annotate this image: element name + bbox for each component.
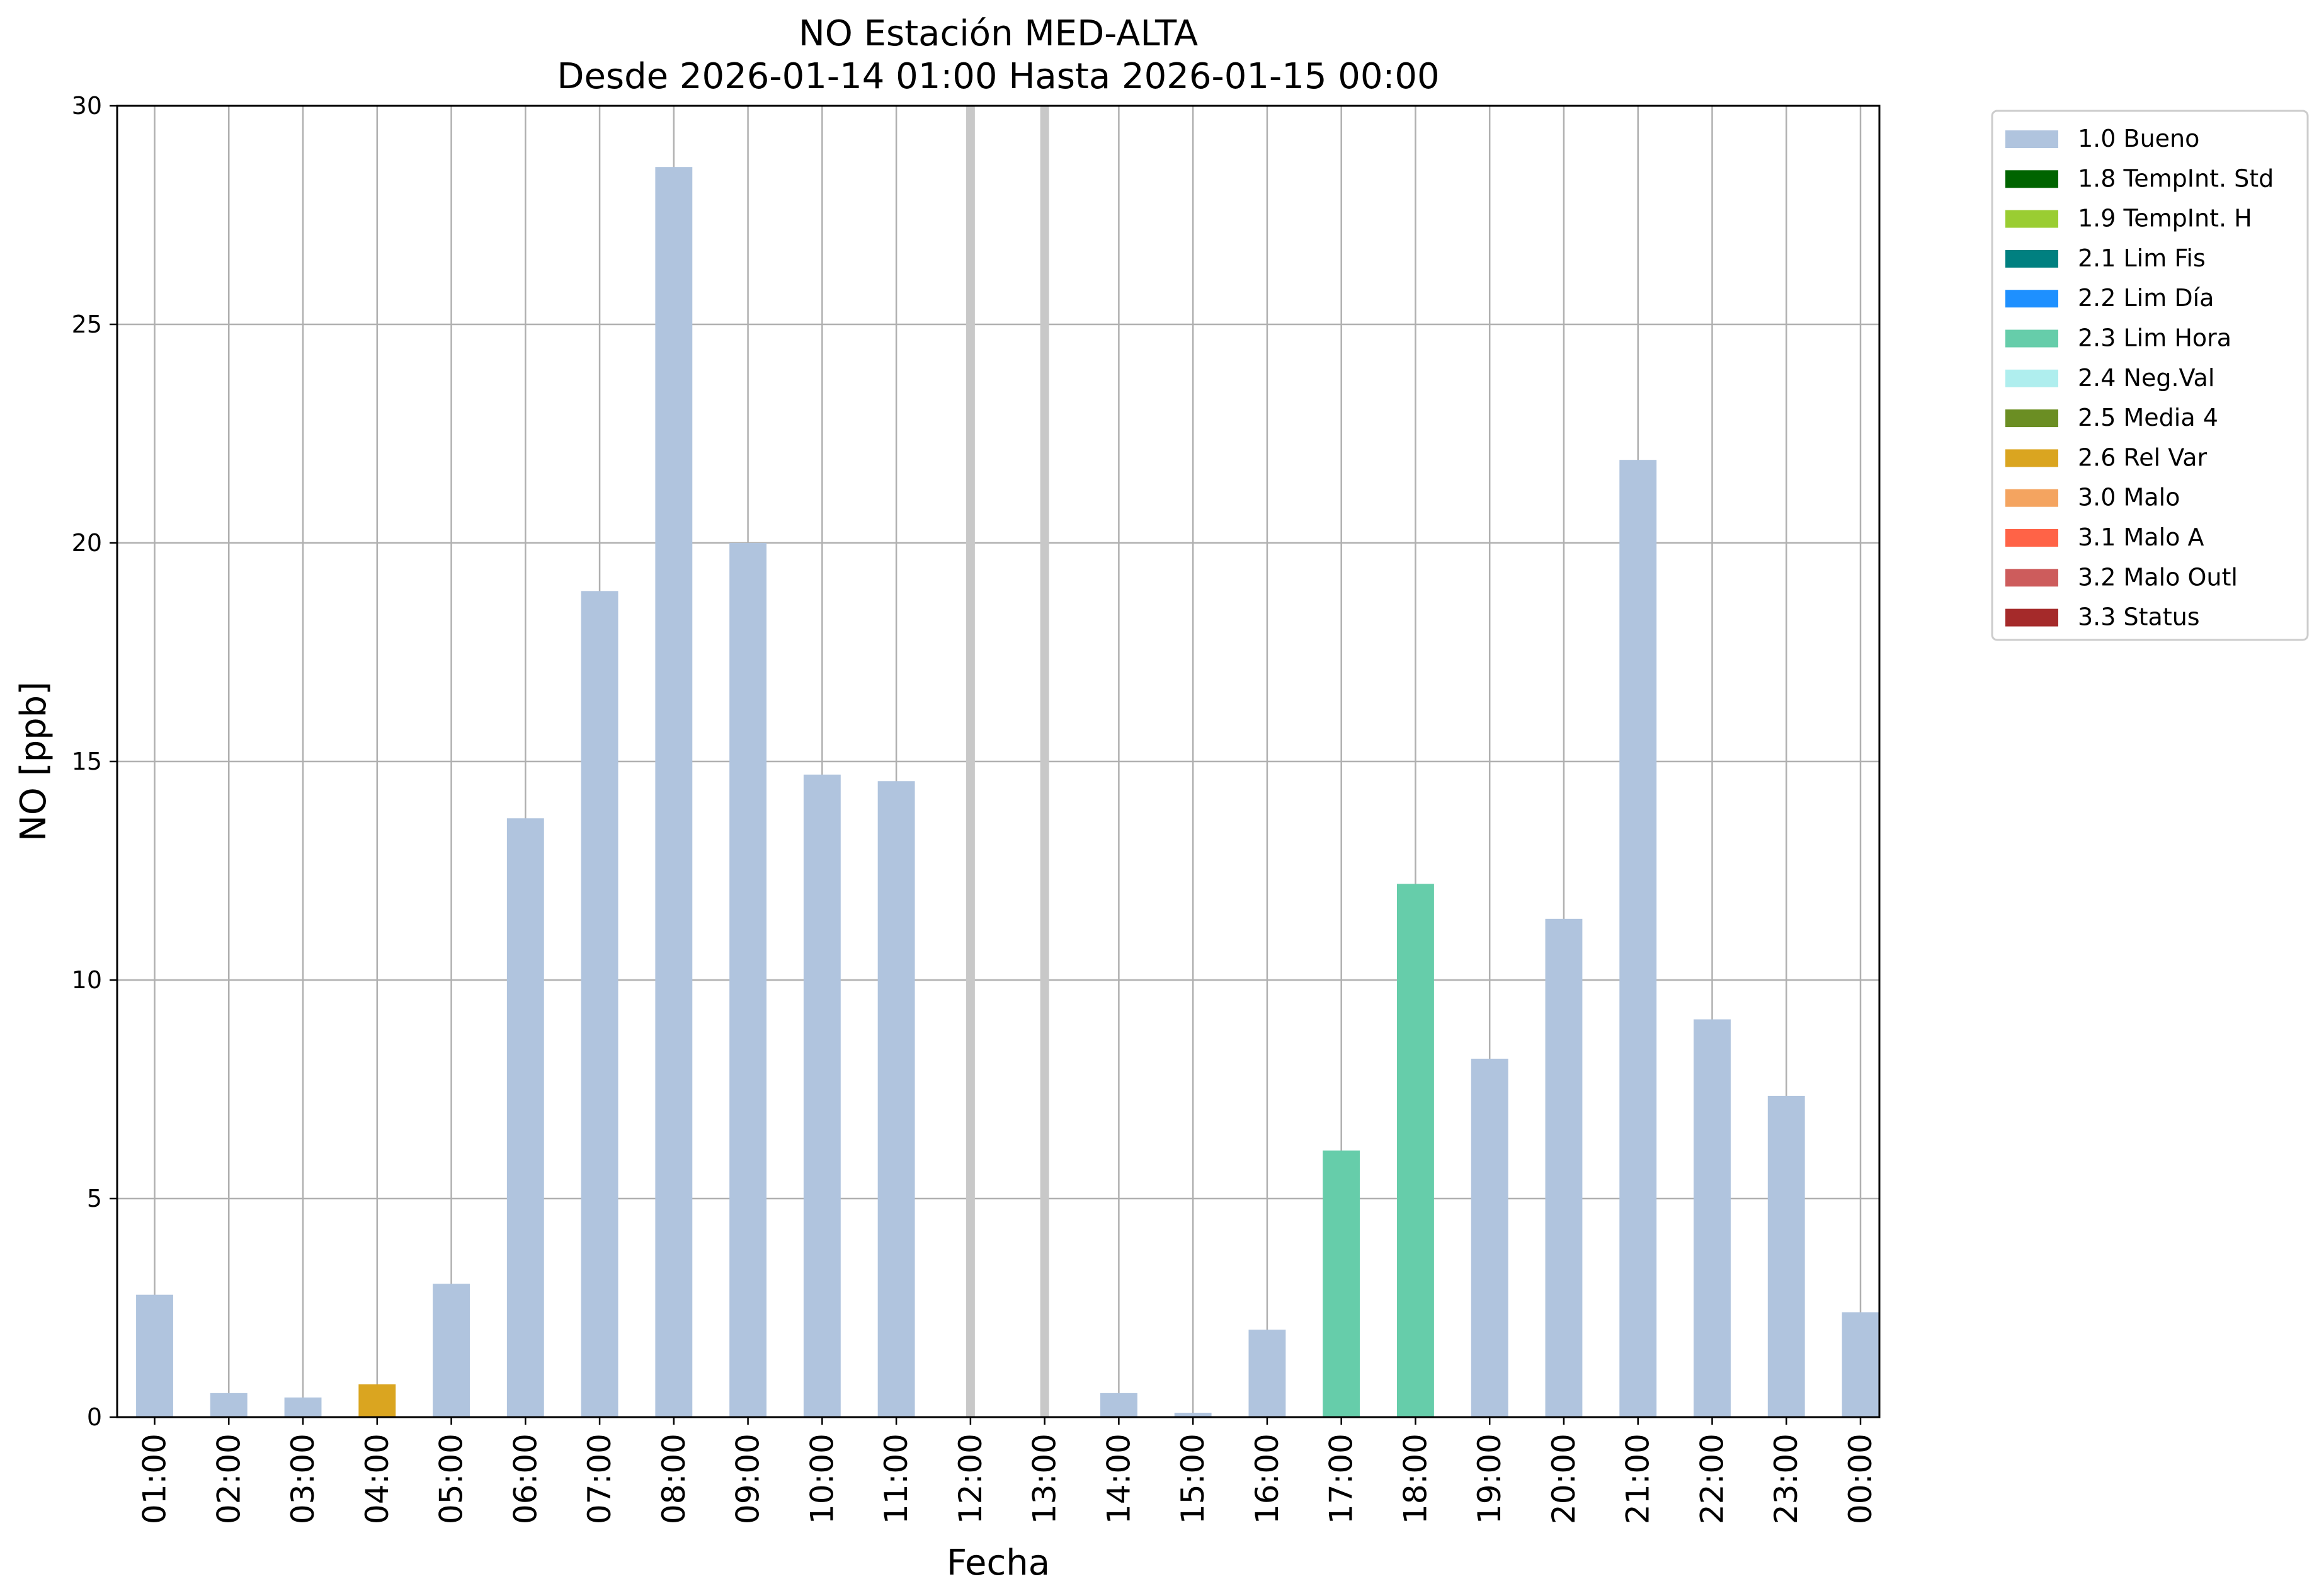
bar [1842, 1312, 1879, 1417]
bar [358, 1384, 396, 1417]
legend-label: 3.0 Malo [2078, 484, 2180, 511]
bar [803, 774, 841, 1417]
y-tick-label: 15 [72, 748, 102, 775]
legend-label: 1.8 TempInt. Std [2078, 164, 2274, 192]
legend-swatch [2005, 210, 2058, 228]
legend-label: 2.2 Lim Día [2078, 284, 2214, 312]
legend-swatch [2005, 409, 2058, 428]
bar [1174, 1413, 1212, 1417]
x-tick-label: 06:00 [507, 1434, 544, 1524]
legend-swatch [2005, 489, 2058, 507]
legend-label: 2.1 Lim Fis [2078, 244, 2206, 272]
legend-label: 2.4 Neg.Val [2078, 364, 2214, 392]
legend-swatch [2005, 369, 2058, 387]
bar [506, 818, 544, 1417]
x-axis-ticks: 01:00 02:00 03:00 04:00 05:00 06:00 07:00 08:00… [137, 1417, 1879, 1524]
legend-swatch [2005, 290, 2058, 308]
legend-swatch [2005, 249, 2058, 268]
y-tick-label: 25 [72, 311, 102, 338]
x-tick-label: 20:00 [1546, 1434, 1582, 1524]
x-tick-label: 16:00 [1249, 1434, 1285, 1524]
chart-subtitle: Desde 2026-01-14 01:00 Hasta 2026-01-15 … [557, 56, 1439, 97]
missing-value-marker [1040, 106, 1049, 1417]
bar [1545, 918, 1583, 1417]
x-tick-label: 10:00 [804, 1434, 840, 1524]
legend-swatch [2005, 529, 2058, 547]
legend-label: 2.3 Lim Hora [2078, 324, 2231, 352]
x-tick-label: 07:00 [581, 1434, 618, 1524]
bar [1694, 1019, 1731, 1417]
bar [1323, 1150, 1360, 1417]
bar [1619, 460, 1657, 1417]
y-tick-label: 30 [72, 92, 102, 120]
legend-swatch [2005, 449, 2058, 467]
legend-swatch [2005, 130, 2058, 148]
legend-label: 2.5 Media 4 [2078, 404, 2218, 431]
legend-label: 2.6 Rel Var [2078, 443, 2208, 471]
chart-title: NO Estación MED-ALTA [799, 13, 1198, 54]
x-tick-label: 02:00 [210, 1434, 247, 1524]
legend-swatch [2005, 608, 2058, 627]
x-tick-label: 15:00 [1175, 1434, 1211, 1524]
y-axis-label: NO [ppb] [13, 681, 54, 841]
x-tick-label: 22:00 [1694, 1434, 1730, 1524]
x-tick-label: 04:00 [359, 1434, 396, 1524]
bar [1767, 1095, 1805, 1417]
bar [655, 167, 693, 1417]
x-axis-label: Fecha [947, 1542, 1050, 1583]
legend-label: 1.9 TempInt. H [2078, 205, 2252, 232]
y-tick-label: 5 [87, 1185, 102, 1212]
bar [877, 781, 915, 1417]
legend-swatch [2005, 170, 2058, 188]
y-tick-label: 0 [87, 1403, 102, 1431]
legend: 1.0 Bueno 1.8 TempInt. Std 1.9 TempInt. H 2… [1991, 110, 2309, 641]
x-tick-label: 09:00 [730, 1434, 766, 1524]
bar [1100, 1393, 1137, 1417]
bar [1248, 1330, 1286, 1417]
legend-label: 1.0 Bueno [2078, 125, 2199, 152]
x-tick-label: 13:00 [1027, 1434, 1063, 1524]
bar [433, 1284, 470, 1417]
x-tick-label: 08:00 [656, 1434, 692, 1524]
x-tick-label: 03:00 [285, 1434, 321, 1524]
y-tick-label: 20 [72, 529, 102, 557]
x-tick-label: 18:00 [1397, 1434, 1433, 1524]
legend-swatch [2005, 569, 2058, 587]
x-tick-label: 05:00 [433, 1434, 470, 1524]
legend-label: 3.3 Status [2078, 603, 2200, 631]
bar [210, 1393, 248, 1417]
bar [1396, 884, 1434, 1417]
legend-label: 3.1 Malo A [2078, 523, 2204, 551]
legend-label: 3.2 Malo Outl [2078, 563, 2238, 591]
x-tick-label: 12:00 [952, 1434, 989, 1524]
bars [136, 106, 1879, 1417]
x-tick-label: 19:00 [1471, 1434, 1508, 1524]
bar [284, 1397, 322, 1417]
x-tick-label: 00:00 [1842, 1434, 1879, 1524]
bar [136, 1294, 173, 1417]
y-axis-ticks: 0 5 10 15 20 25 30 [72, 92, 117, 1431]
x-tick-label: 01:00 [137, 1434, 173, 1524]
missing-value-marker [966, 106, 975, 1417]
legend-frame [1991, 110, 2309, 641]
y-tick-label: 10 [72, 966, 102, 994]
legend-entries: 1.0 Bueno 1.8 TempInt. Std 1.9 TempInt. H 2… [2005, 125, 2274, 631]
bar [581, 591, 618, 1417]
x-tick-label: 21:00 [1620, 1434, 1656, 1524]
x-tick-label: 11:00 [878, 1434, 914, 1524]
x-tick-label: 17:00 [1323, 1434, 1360, 1524]
legend-swatch [2005, 329, 2058, 348]
x-tick-label: 23:00 [1768, 1434, 1804, 1524]
x-tick-label: 14:00 [1100, 1434, 1137, 1524]
bar [729, 543, 767, 1417]
bar [1471, 1058, 1508, 1417]
